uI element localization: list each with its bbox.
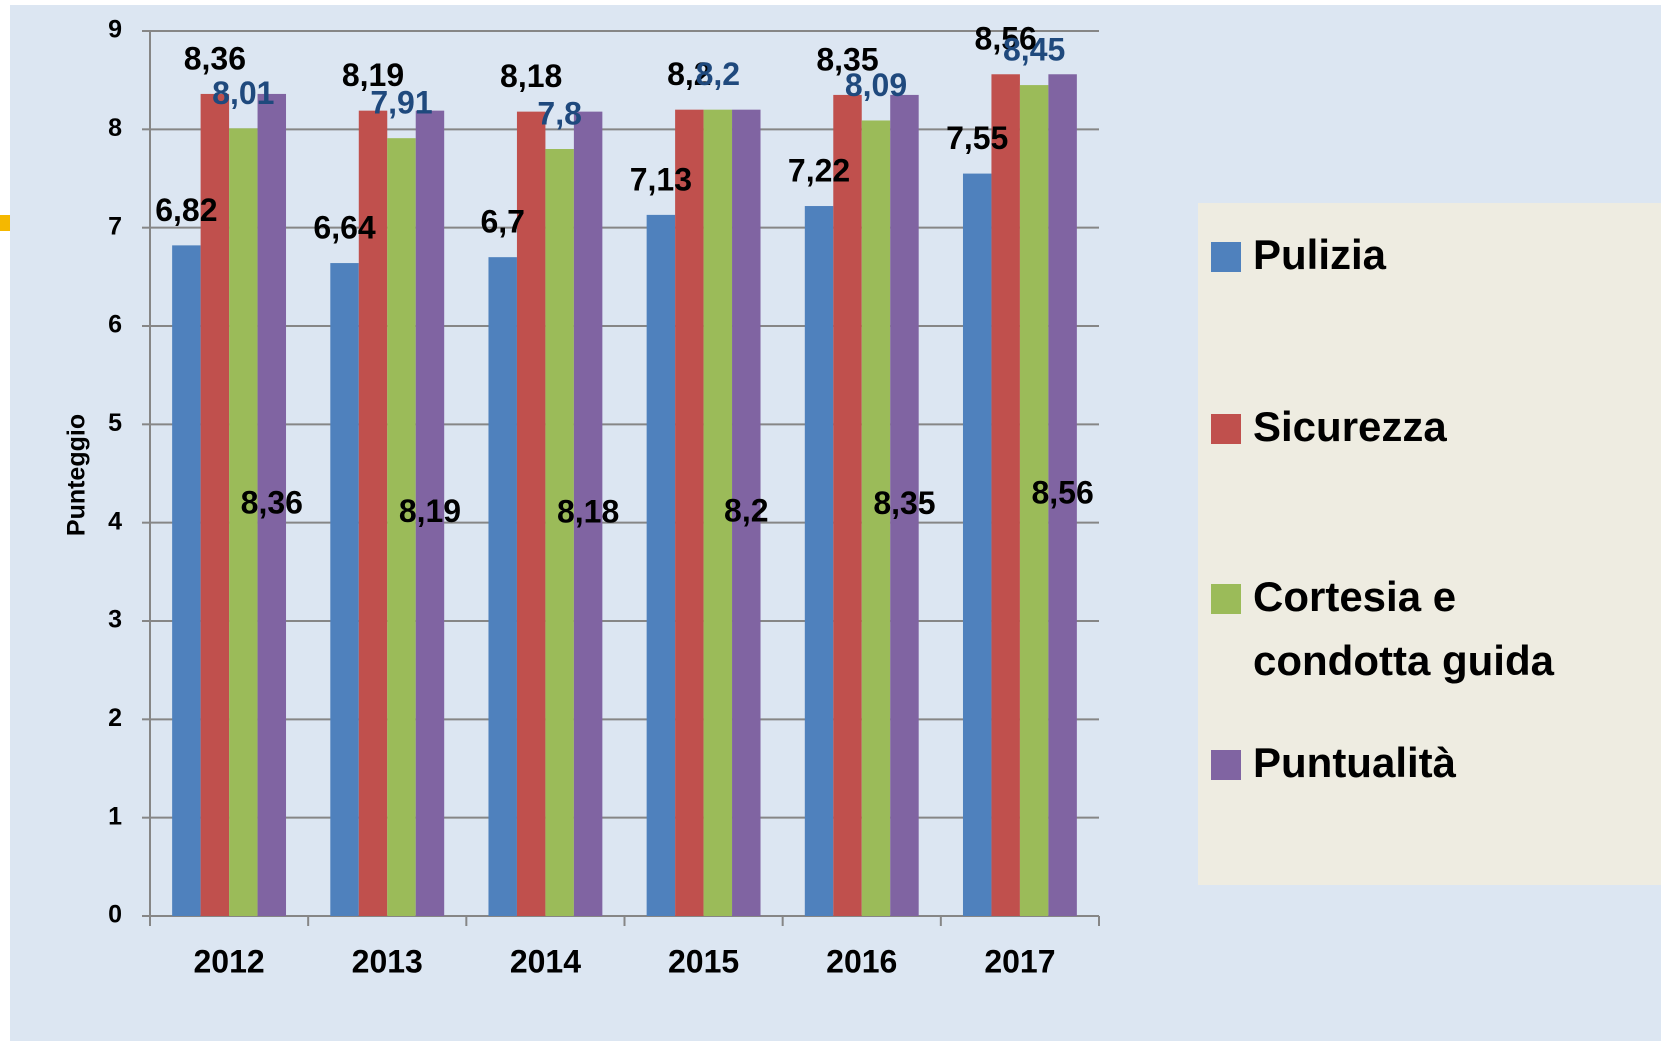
x-tick-label: 2012 <box>193 943 264 979</box>
data-label: 7,55 <box>946 120 1008 156</box>
bar <box>646 214 676 917</box>
bar <box>991 74 1020 917</box>
y-tick-label: 2 <box>108 704 122 732</box>
bar <box>358 110 388 916</box>
data-label: 7,91 <box>370 85 432 121</box>
data-label: 8,56 <box>975 21 1037 57</box>
data-label: 8,56 <box>1031 475 1093 511</box>
data-label: 8,35 <box>816 41 878 77</box>
decoration <box>0 215 10 231</box>
x-tick-label: 2013 <box>352 943 423 979</box>
data-label: 8,36 <box>184 40 246 76</box>
x-tick-label: 2017 <box>984 943 1055 979</box>
legend-item: Pulizia <box>1211 223 1613 287</box>
x-tick-label: 2014 <box>510 943 581 979</box>
data-label: 8,01 <box>212 75 274 111</box>
data-label: 8,36 <box>241 484 303 520</box>
bar <box>962 173 992 917</box>
bar <box>890 94 919 916</box>
data-label: 7,13 <box>630 161 692 197</box>
legend-item: Sicurezza <box>1211 395 1613 459</box>
legend-item: Puntualità <box>1211 731 1613 795</box>
y-tick-label: 7 <box>108 212 122 240</box>
bar <box>330 263 359 917</box>
bar <box>732 109 761 916</box>
data-label: 7,8 <box>537 95 581 131</box>
bar <box>861 120 891 916</box>
x-tick-label: 2016 <box>826 943 897 979</box>
bar <box>804 206 834 917</box>
legend-item: Cortesia e condotta guida <box>1211 565 1613 693</box>
data-label: 8,09 <box>845 67 907 103</box>
y-tick-label: 0 <box>108 901 122 929</box>
y-tick-label: 8 <box>108 114 122 142</box>
data-label: 6,7 <box>480 204 524 240</box>
data-label: 8,19 <box>342 57 404 93</box>
bar <box>200 93 230 916</box>
data-label: 8,19 <box>399 493 461 529</box>
legend-label: Puntualità <box>1253 739 1457 786</box>
y-tick-label: 5 <box>108 409 122 437</box>
y-tick-label: 3 <box>108 606 122 634</box>
x-tick-label: 2015 <box>668 943 739 979</box>
legend: Pulizia Sicurezza Cortesia e condotta guid… <box>1198 203 1661 885</box>
legend-swatch <box>1211 750 1241 780</box>
bar <box>1019 85 1049 917</box>
bar <box>675 109 704 916</box>
bar <box>257 93 287 916</box>
data-label: 8,45 <box>1003 32 1065 68</box>
y-axis-label: Punteggio <box>63 414 91 536</box>
y-tick-label: 6 <box>108 311 122 339</box>
legend-label: Cortesia e condotta guida <box>1253 573 1554 684</box>
bar <box>703 109 733 916</box>
data-label: 6,64 <box>313 210 375 246</box>
bar <box>172 245 201 916</box>
y-tick-label: 9 <box>108 16 122 44</box>
legend-swatch <box>1211 414 1241 444</box>
bar <box>516 111 546 917</box>
data-label: 8,18 <box>557 493 619 529</box>
legend-label: Sicurezza <box>1253 403 1447 450</box>
y-tick-label: 1 <box>108 802 122 830</box>
bar <box>229 128 258 917</box>
bar <box>488 257 517 917</box>
legend-swatch <box>1211 584 1241 614</box>
data-label: 8,2 <box>667 56 711 92</box>
bar <box>415 110 445 916</box>
y-tick-label: 4 <box>108 507 122 535</box>
bar <box>833 94 862 916</box>
data-label: 6,82 <box>155 192 217 228</box>
bar <box>1048 74 1077 917</box>
bar <box>545 149 574 916</box>
data-label: 7,22 <box>788 152 850 188</box>
data-label: 8,18 <box>500 58 562 94</box>
legend-label: Pulizia <box>1253 231 1387 278</box>
bar <box>387 138 416 916</box>
legend-swatch <box>1211 242 1241 272</box>
data-label: 8,35 <box>873 485 935 521</box>
bar <box>573 111 603 917</box>
data-label: 8,2 <box>724 492 768 528</box>
data-label: 8,2 <box>696 56 740 92</box>
